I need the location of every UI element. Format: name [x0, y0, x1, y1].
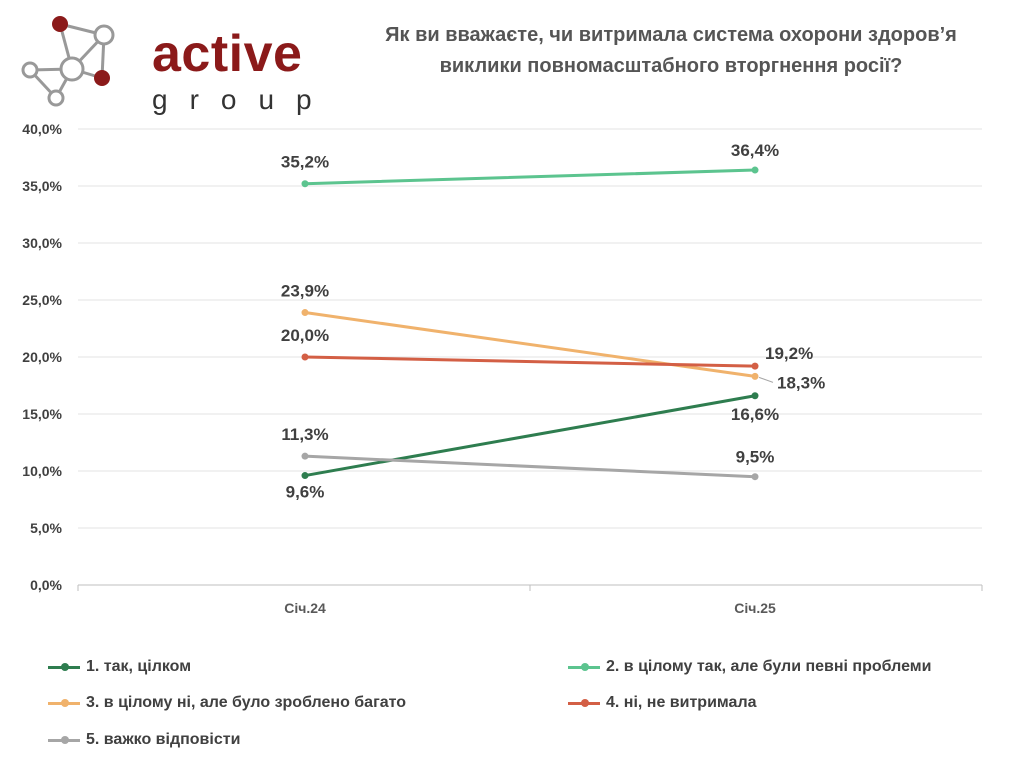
logo-subtext: group — [152, 84, 334, 115]
series-line — [303, 168, 757, 186]
y-tick-label: 0,0% — [30, 577, 62, 593]
series-line — [303, 311, 757, 378]
data-point — [301, 452, 309, 460]
network-logo-icon — [21, 16, 115, 107]
legend-marker-icon — [581, 699, 589, 707]
label-leader-line — [758, 376, 774, 383]
legend-marker-icon — [581, 663, 589, 671]
y-tick-label: 25,0% — [22, 292, 62, 308]
series-line — [303, 454, 757, 479]
y-tick-label: 10,0% — [22, 463, 62, 479]
legend-marker-icon — [61, 699, 69, 707]
x-tick-label: Січ.24 — [284, 600, 326, 616]
legend-item: 1. так, цілком — [48, 658, 191, 676]
logo-wordmark: active — [152, 25, 303, 83]
data-point — [301, 180, 309, 188]
data-label: 16,6% — [731, 405, 779, 424]
data-label: 35,2% — [281, 153, 329, 172]
y-tick-label: 15,0% — [22, 406, 62, 422]
y-tick-label: 30,0% — [22, 235, 62, 251]
data-label: 23,9% — [281, 282, 329, 301]
legend-swatch — [48, 663, 80, 671]
chart-title-line-1: Як ви вважаєте, чи витримала система охо… — [385, 24, 957, 46]
y-tick-label: 35,0% — [22, 178, 62, 194]
legend-swatch — [48, 736, 80, 744]
data-label: 9,5% — [736, 448, 775, 467]
legend-swatch — [568, 663, 600, 671]
legend-item: 4. ні, не витримала — [568, 694, 757, 712]
legend-label: 1. так, цілком — [86, 658, 192, 675]
legend-label: 3. в цілому ні, але було зроблено багато — [86, 694, 407, 711]
data-label: 11,3% — [281, 425, 328, 444]
legend-label: 5. важко відповісти — [86, 731, 241, 748]
legend-label: 2. в цілому так, але були певні проблеми — [606, 658, 932, 675]
data-point — [301, 353, 309, 361]
y-tick-label: 20,0% — [22, 349, 62, 365]
data-point — [751, 372, 759, 380]
chart-title: Як ви вважаєте, чи витримала система охо… — [318, 20, 1024, 82]
y-tick-label: 5,0% — [30, 520, 62, 536]
legend-label: 4. ні, не витримала — [606, 694, 757, 711]
legend-swatch — [48, 699, 80, 707]
data-point — [751, 362, 759, 370]
series-line — [303, 355, 757, 368]
data-label: 9,6% — [286, 483, 325, 502]
legend-swatch — [568, 699, 600, 707]
legend-item: 5. важко відповісти — [48, 731, 240, 749]
data-point — [301, 309, 309, 317]
x-tick-label: Січ.25 — [734, 600, 776, 616]
y-tick-label: 40,0% — [22, 121, 62, 137]
data-point — [751, 166, 759, 174]
data-point — [751, 392, 759, 400]
chart-title-line-2: виклики повномасштабного вторгнення росі… — [439, 55, 903, 77]
legend-item: 2. в цілому так, але були певні проблеми — [568, 658, 931, 676]
legend-marker-icon — [61, 736, 69, 744]
data-point — [751, 473, 759, 481]
data-label: 18,3% — [777, 373, 825, 392]
legend-item: 3. в цілому ні, але було зроблено багато — [48, 694, 406, 712]
legend-marker-icon — [61, 663, 69, 671]
data-label: 36,4% — [731, 141, 779, 160]
logo: active group — [18, 14, 318, 114]
data-label: 19,2% — [765, 344, 813, 363]
series-line — [303, 394, 757, 478]
data-label: 20,0% — [281, 326, 329, 345]
data-point — [301, 472, 309, 480]
